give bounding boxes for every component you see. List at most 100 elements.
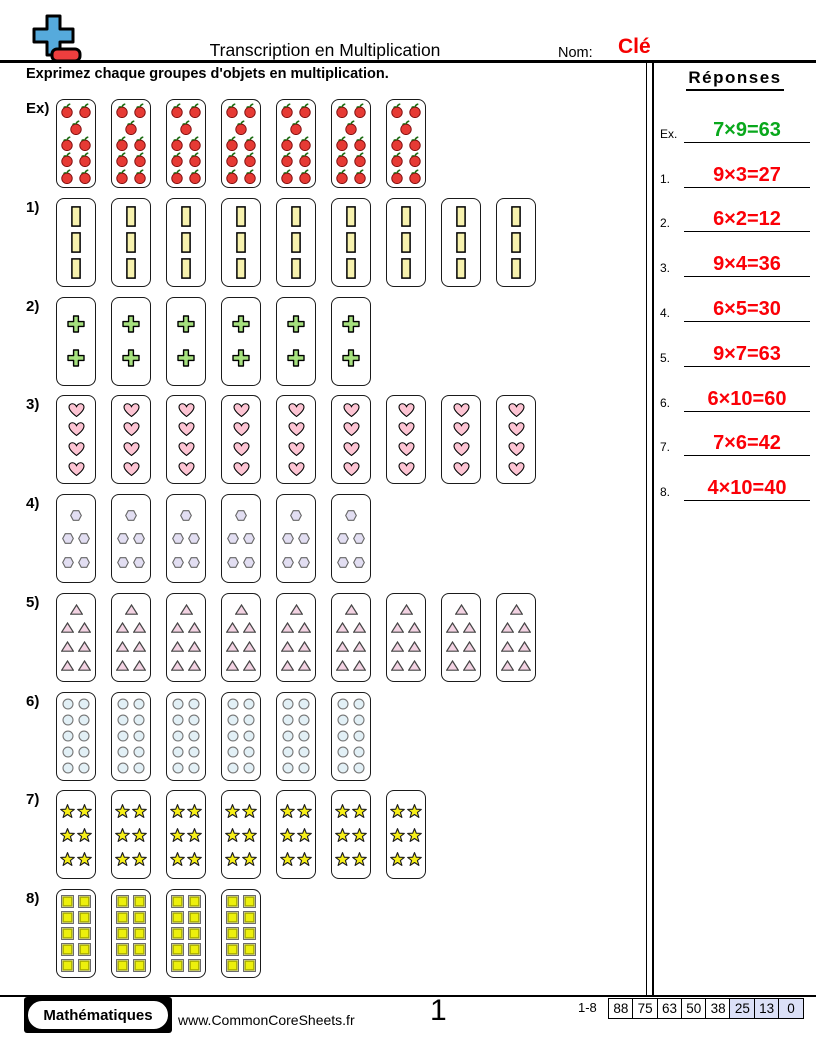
circle-icon <box>117 762 129 774</box>
rectangle-icon <box>71 231 81 253</box>
shape-row <box>222 803 260 818</box>
shape-row <box>332 442 370 457</box>
shape-row <box>167 119 205 135</box>
star-icon <box>297 827 313 842</box>
shape-row <box>167 641 205 652</box>
website-url: www.CommonCoreSheets.fr <box>178 1012 355 1028</box>
triangle-icon <box>463 641 476 652</box>
apple-icon <box>225 152 239 168</box>
shape-row <box>167 895 205 908</box>
shape-row <box>167 714 205 726</box>
rectangle-card <box>166 197 206 287</box>
star-icon <box>242 852 258 866</box>
apple-icon <box>243 136 257 151</box>
square-icon <box>61 911 74 924</box>
star-icon <box>334 827 350 842</box>
shape-row <box>112 641 150 652</box>
shape-row <box>222 136 260 151</box>
square-icon <box>243 911 256 924</box>
star-icon <box>132 827 148 842</box>
shape-row <box>57 403 95 418</box>
shape-row <box>442 622 480 634</box>
shape-row <box>57 119 95 135</box>
triangle-icon <box>188 659 201 671</box>
circle-icon <box>298 762 310 774</box>
triangle-icon <box>336 641 349 652</box>
circle-icon <box>172 714 184 726</box>
shape-row <box>112 943 150 956</box>
shape-row <box>442 403 480 418</box>
shape-row <box>387 827 425 842</box>
square-icon <box>226 927 239 940</box>
rectangle-icon <box>181 231 191 253</box>
plus-icon <box>177 349 195 367</box>
shape-row <box>167 205 205 227</box>
triangle-card <box>111 592 151 682</box>
heart-card <box>56 395 96 485</box>
hexagon-icon <box>336 556 349 568</box>
heart-icon <box>122 442 140 457</box>
shape-row <box>277 714 315 726</box>
triangle-icon <box>78 622 91 634</box>
problem-label: 5) <box>26 593 40 611</box>
shape-row <box>57 556 95 568</box>
rectangle-card <box>496 197 536 287</box>
circle-icon <box>172 730 184 742</box>
plus-icon <box>232 315 250 333</box>
shape-row <box>277 698 315 710</box>
shape-row <box>332 730 370 742</box>
square-icon <box>226 943 239 956</box>
plus-icon <box>232 349 250 367</box>
star-card <box>221 790 261 880</box>
star-icon <box>114 852 130 866</box>
shape-row <box>222 205 260 227</box>
shape-row <box>57 730 95 742</box>
plus-icon <box>342 349 360 367</box>
apple-card <box>166 99 206 188</box>
hexagon-icon <box>116 556 129 568</box>
card-group <box>56 395 536 485</box>
plus-card <box>331 296 371 386</box>
shape-row <box>277 556 315 568</box>
heart-icon <box>287 442 305 457</box>
apple-icon <box>78 168 92 184</box>
heart-icon <box>507 461 525 477</box>
subject-badge-label: Mathématiques <box>26 999 170 1031</box>
shape-row <box>112 852 150 866</box>
shape-row <box>112 746 150 758</box>
heart-card <box>496 395 536 485</box>
triangle-icon <box>408 622 421 634</box>
score-cell: 63 <box>656 998 683 1019</box>
shape-row <box>167 315 205 333</box>
rectangle-icon <box>401 205 411 227</box>
shape-row <box>112 803 150 818</box>
heart-icon <box>67 422 85 437</box>
answer-number: 5. <box>660 350 671 365</box>
apple-icon <box>408 103 422 119</box>
star-icon <box>169 852 185 866</box>
circle-icon <box>337 698 349 710</box>
heart-icon <box>177 422 195 437</box>
shape-row <box>222 119 260 135</box>
apple-icon <box>335 168 349 184</box>
circle-icon <box>62 746 74 758</box>
rectangle-icon <box>456 231 466 253</box>
triangle-icon <box>61 659 74 671</box>
hexagon-icon <box>78 556 91 568</box>
star-icon <box>114 803 130 818</box>
star-icon <box>352 852 368 866</box>
shape-row <box>167 461 205 477</box>
circle-icon <box>282 730 294 742</box>
name-label: Nom: <box>558 45 593 61</box>
shape-row <box>57 852 95 866</box>
shape-row <box>57 927 95 940</box>
apple-icon <box>78 152 92 168</box>
apple-card <box>276 99 316 188</box>
apple-icon <box>353 152 367 168</box>
heart-card <box>111 395 151 485</box>
heart-icon <box>287 403 305 418</box>
square-icon <box>226 911 239 924</box>
square-icon <box>78 895 91 908</box>
circle-icon <box>133 762 145 774</box>
